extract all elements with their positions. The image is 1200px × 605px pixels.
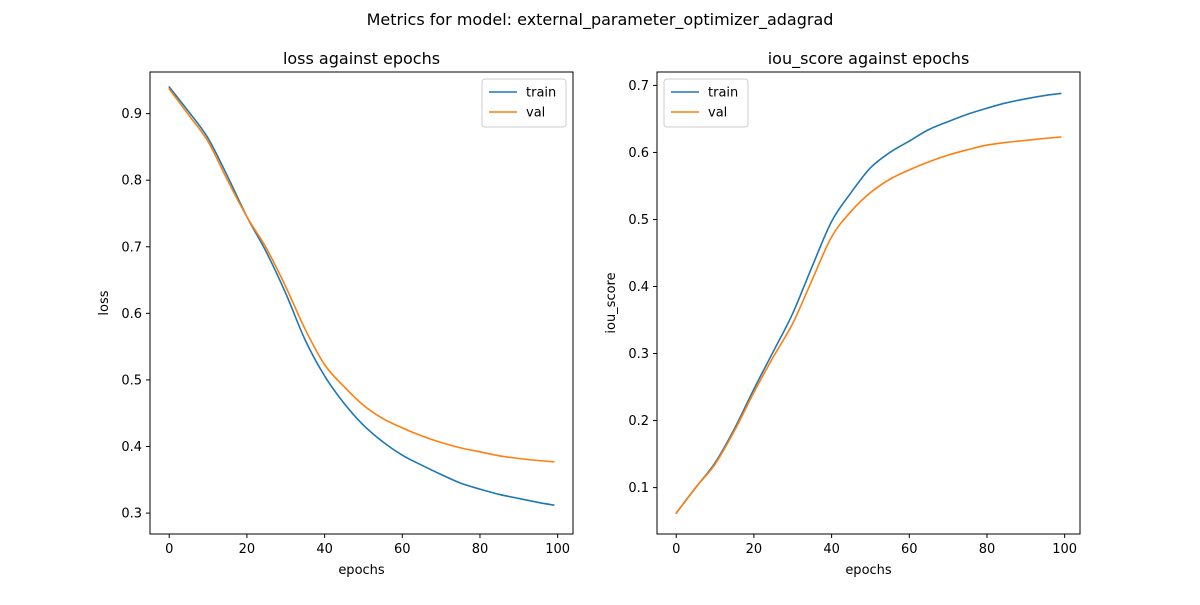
loss-x-tick-label: 20 [239, 542, 256, 557]
loss-y-axis-label: loss [97, 290, 112, 315]
iou-y-tick-label: 0.4 [628, 280, 649, 295]
iou-legend-label-val: val [708, 106, 727, 121]
loss-legend-label-val: val [526, 106, 545, 121]
loss-y-tick-label: 0.5 [121, 373, 142, 388]
loss-x-axis-label: epochs [338, 563, 385, 578]
iou-legend: train val [663, 78, 749, 128]
loss-y-tick-label: 0.8 [121, 174, 142, 189]
iou-y-tick-label: 0.5 [628, 213, 649, 228]
loss-x-tick-label: 40 [316, 542, 333, 557]
loss-x-tick-label: 80 [472, 542, 489, 557]
iou-score-panel: 0 20 40 60 80 100 0.1 0.2 0.3 0.4 0.5 0.6 0.7 iou_sco… [604, 49, 1081, 578]
iou-x-axis-label: epochs [845, 563, 892, 578]
loss-x-tick-label: 100 [545, 542, 570, 557]
iou-y-tick-label: 0.1 [628, 481, 649, 496]
iou-y-tick-label: 0.3 [628, 347, 649, 362]
loss-legend: train val [481, 78, 567, 128]
iou-x-tick-label: 100 [1052, 542, 1077, 557]
iou-series-train-line [675, 92, 1062, 514]
loss-y-tick-label: 0.4 [121, 440, 142, 455]
iou-y-tick-label: 0.2 [628, 414, 649, 429]
iou-y-tick-label: 0.6 [628, 146, 649, 161]
loss-series-train-line [168, 86, 555, 506]
iou-x-tick-label: 0 [672, 542, 680, 557]
figure-suptitle: Metrics for model: external_parameter_op… [367, 10, 834, 30]
iou-axes-frame [656, 71, 1081, 535]
loss-y-tick-label: 0.9 [121, 107, 142, 122]
loss-y-tick-label: 0.3 [121, 507, 142, 522]
iou-legend-box [663, 78, 749, 128]
iou-y-tick-label: 0.7 [628, 79, 649, 94]
iou-x-tick-label: 40 [823, 542, 840, 557]
iou-y-axis-label: iou_score [604, 272, 619, 333]
loss-x-tick-label: 60 [394, 542, 411, 557]
iou-x-tick-label: 80 [979, 542, 996, 557]
iou-x-tick-label: 20 [746, 542, 763, 557]
loss-y-tick-label: 0.7 [121, 240, 142, 255]
loss-axes-frame [149, 71, 574, 535]
loss-axes-title: loss against epochs [283, 49, 440, 68]
loss-y-tick-label: 0.6 [121, 307, 142, 322]
iou-x-tick-label: 60 [901, 542, 918, 557]
iou-legend-label-train: train [708, 86, 738, 101]
loss-legend-box [481, 78, 567, 128]
loss-x-tick-label: 0 [165, 542, 173, 557]
loss-legend-label-train: train [526, 86, 556, 101]
loss-series-val-line [168, 88, 555, 463]
iou-series-val-line [675, 136, 1062, 514]
iou-axes-title: iou_score against epochs [768, 49, 970, 69]
loss-panel: 0 20 40 60 80 100 0.3 0.4 0.5 0.6 0.7 0.8 0.9 loss ag… [97, 49, 574, 578]
